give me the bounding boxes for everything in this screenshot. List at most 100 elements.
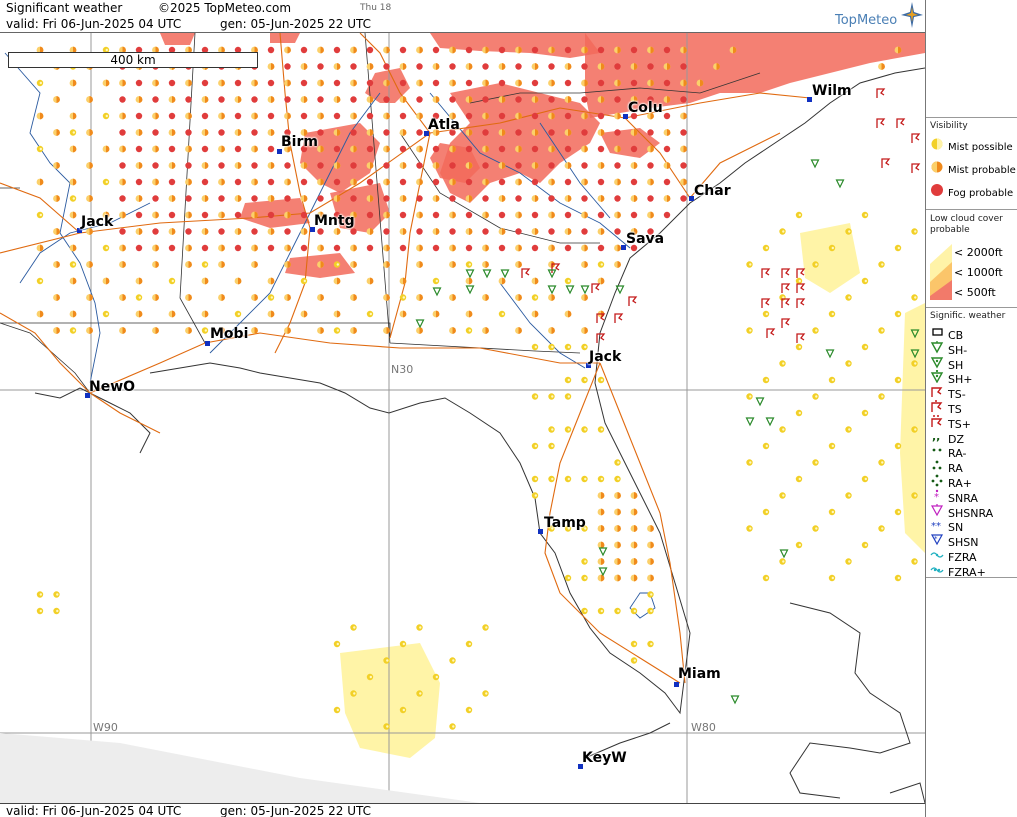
city-label-colu[interactable]: Colu bbox=[628, 100, 663, 116]
city-label-sava[interactable]: Sava bbox=[626, 231, 665, 247]
mist-possible-center bbox=[765, 510, 768, 514]
mist-possible-center bbox=[864, 213, 867, 217]
mist-probable-half bbox=[353, 261, 357, 268]
mist-probable-half bbox=[221, 46, 225, 54]
mist-possible-center bbox=[567, 477, 570, 481]
legend-sigwx: Signific. weather CB SH- SH SH+ TS- TS TS+,, DZ… bbox=[926, 307, 1017, 579]
city-marker bbox=[77, 228, 82, 233]
fog-symbol bbox=[630, 145, 638, 153]
mist-probable-half bbox=[73, 79, 77, 87]
city-label-miam[interactable]: Miam bbox=[678, 666, 721, 682]
mist-probable-half bbox=[155, 294, 159, 301]
mist-possible-center bbox=[584, 560, 587, 563]
city-label-keyw[interactable]: KeyW bbox=[582, 750, 627, 766]
mist-probable-half bbox=[535, 162, 539, 169]
fog-symbol bbox=[531, 178, 539, 186]
mist-possible-center bbox=[831, 312, 834, 316]
mist-possible-center bbox=[551, 345, 554, 349]
no-data-area bbox=[0, 733, 480, 803]
mist-probable-half bbox=[551, 178, 555, 186]
ts-symbol bbox=[766, 328, 776, 338]
shower-symbol bbox=[810, 159, 820, 169]
mist-probable-half bbox=[386, 261, 390, 268]
mist-probable-half bbox=[650, 112, 654, 120]
city-label-char[interactable]: Char bbox=[694, 183, 731, 199]
fog-symbol bbox=[152, 129, 159, 136]
mist-probable-half bbox=[469, 310, 473, 318]
fog-symbol bbox=[647, 129, 654, 136]
mist-probable-half bbox=[254, 178, 258, 186]
city-label-mntg[interactable]: Mntg bbox=[314, 213, 355, 229]
mist-probable-half bbox=[188, 244, 192, 252]
city-label-mobi[interactable]: Mobi bbox=[210, 326, 249, 342]
fog-symbol bbox=[168, 112, 176, 120]
fog-symbol bbox=[333, 112, 341, 120]
mist-probable-half bbox=[502, 63, 506, 70]
fog-symbol bbox=[300, 145, 308, 153]
mist-possible-center bbox=[798, 411, 801, 415]
mist-probable-half bbox=[221, 244, 225, 252]
coastline bbox=[34, 67, 925, 803]
mist-probable-half bbox=[188, 145, 192, 153]
fog-symbol bbox=[135, 211, 143, 219]
mist-probable-half bbox=[122, 244, 126, 252]
fog-symbol bbox=[333, 46, 341, 54]
mist-probable-half bbox=[601, 558, 605, 565]
shower-symbol bbox=[432, 287, 442, 297]
mist-probable-half bbox=[155, 112, 159, 120]
fog-symbol bbox=[416, 63, 423, 70]
fog-symbol bbox=[399, 211, 407, 219]
mist-probable-half bbox=[155, 178, 159, 186]
mist-probable-half bbox=[403, 277, 407, 285]
mist-possible-center bbox=[105, 48, 109, 52]
legend-label: DZ bbox=[948, 432, 965, 446]
fog-symbol bbox=[317, 63, 324, 70]
fog-symbol bbox=[663, 79, 671, 87]
city-label-atla[interactable]: Atla bbox=[428, 117, 460, 133]
city-label-tamp[interactable]: Tamp bbox=[544, 515, 586, 531]
weather-map[interactable]: 400 km W90 W80 N30 Birm Atla Colu Wilm C… bbox=[0, 33, 925, 803]
mist-probable-half bbox=[403, 63, 407, 70]
mist-probable-half bbox=[40, 310, 44, 318]
mist-probable-half bbox=[40, 244, 44, 252]
mist-probable-half bbox=[667, 129, 671, 136]
mist-probable-half bbox=[205, 310, 209, 318]
header-bar: Significant weather ©2025 TopMeteo.com T… bbox=[0, 0, 925, 33]
fog-symbol bbox=[548, 162, 555, 169]
city-label-newo[interactable]: NewO bbox=[89, 379, 136, 395]
mist-probable-half bbox=[370, 228, 374, 235]
mist-probable-half bbox=[122, 327, 126, 334]
city-label-jack-ms[interactable]: Jack bbox=[81, 214, 114, 230]
mist-probable-half bbox=[205, 162, 209, 169]
fog-symbol bbox=[135, 79, 143, 87]
city-label-jack-fl[interactable]: Jack bbox=[589, 349, 622, 365]
mist-probable-half bbox=[304, 228, 308, 235]
ts-symbol bbox=[796, 298, 806, 308]
fog-symbol bbox=[647, 162, 654, 169]
mist-probable-half bbox=[617, 525, 621, 532]
city-label-birm[interactable]: Birm bbox=[281, 134, 318, 150]
mist-probable-half bbox=[337, 277, 341, 285]
mist-possible-center bbox=[765, 246, 768, 250]
fog-symbol bbox=[449, 63, 456, 70]
valid-time: valid: Fri 06-Jun-2025 04 UTC bbox=[6, 17, 182, 31]
fog-symbol bbox=[564, 211, 572, 219]
mist-probable-half bbox=[469, 63, 473, 70]
mist-probable-half bbox=[634, 558, 638, 565]
mist-possible-center bbox=[897, 576, 900, 580]
mist-probable-half bbox=[634, 508, 638, 516]
city-label-wilm[interactable]: Wilm bbox=[812, 83, 852, 99]
fog-symbol bbox=[317, 129, 324, 136]
topmeteo-logo: TopMeteo bbox=[835, 2, 925, 32]
mist-probable-half bbox=[502, 129, 506, 136]
mist-probable-half bbox=[584, 46, 588, 54]
mist-possible-center bbox=[633, 642, 636, 646]
mist-possible-center bbox=[551, 428, 554, 431]
lat-lon-grid bbox=[0, 33, 925, 803]
fog-symbol bbox=[300, 244, 308, 252]
mist-probable-half bbox=[205, 277, 209, 285]
mist-possible-center bbox=[204, 329, 207, 332]
mist-possible-center bbox=[633, 659, 636, 662]
mist-probable-half bbox=[617, 46, 621, 54]
fog-symbol bbox=[284, 129, 291, 136]
